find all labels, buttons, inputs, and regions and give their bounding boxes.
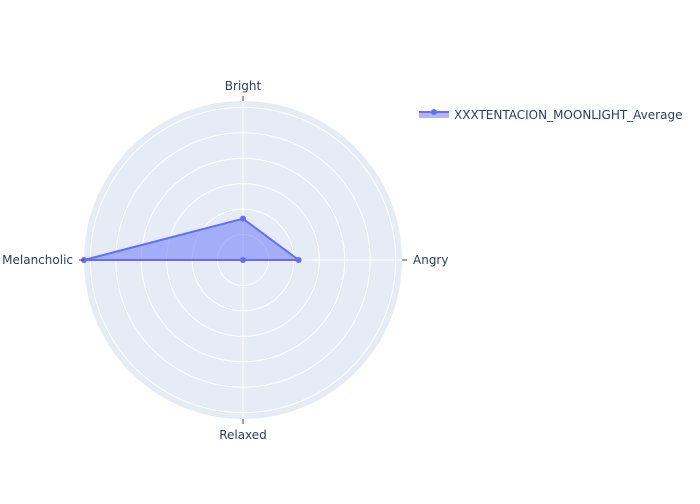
data-point-relaxed[interactable] bbox=[240, 257, 246, 263]
legend-swatch-marker bbox=[431, 109, 437, 115]
axis-label-angry: Angry bbox=[413, 253, 448, 267]
legend[interactable]: XXXTENTACION_MOONLIGHT_Average bbox=[419, 108, 682, 122]
legend-item-label[interactable]: XXXTENTACION_MOONLIGHT_Average bbox=[454, 108, 682, 122]
axis-label-bright: Bright bbox=[225, 79, 262, 93]
data-point-bright[interactable] bbox=[240, 215, 246, 222]
axis-labels: Angry Bright Melancholic Relaxed bbox=[2, 79, 448, 442]
axis-label-relaxed: Relaxed bbox=[219, 428, 267, 442]
axis-label-melancholic: Melancholic bbox=[2, 253, 73, 267]
data-point-angry[interactable] bbox=[295, 257, 302, 263]
